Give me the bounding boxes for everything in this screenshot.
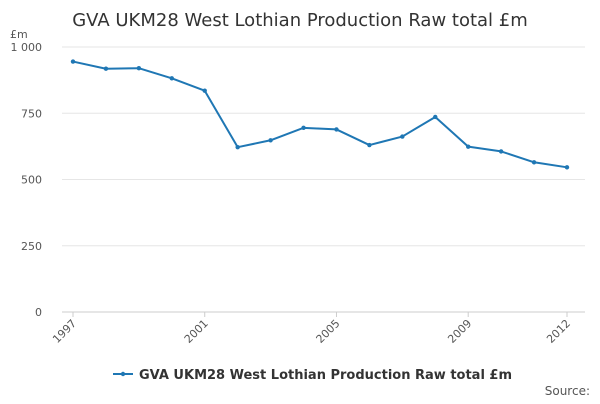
data-point[interactable] [466, 144, 471, 149]
chart-title: GVA UKM28 West Lothian Production Raw to… [72, 10, 528, 31]
y-axis-label: £m [10, 28, 28, 41]
source-label: Source: [545, 384, 590, 398]
series-layer [70, 59, 570, 170]
data-point[interactable] [367, 142, 372, 148]
legend[interactable]: GVA UKM28 West Lothian Production Raw to… [113, 368, 512, 383]
x-tick-label: 2012 [544, 317, 573, 346]
x-tick-label: 1997 [50, 317, 79, 346]
x-tick-label: 2005 [314, 317, 343, 346]
data-point[interactable] [169, 76, 174, 81]
data-point[interactable] [531, 160, 537, 165]
data-point[interactable] [301, 125, 306, 131]
data-point[interactable] [103, 66, 109, 71]
data-point[interactable] [564, 165, 570, 170]
y-axis-ticks: 0 250 500 750 1 000 [11, 41, 43, 319]
x-tick-label: 2001 [182, 317, 211, 346]
y-tick-label: 500 [21, 174, 42, 187]
y-tick-label: 0 [35, 306, 42, 319]
data-point[interactable] [202, 88, 207, 93]
gridlines [62, 46, 585, 313]
data-point[interactable] [498, 149, 504, 154]
x-axis-ticks: 1997 2001 2005 2009 2012 [50, 312, 573, 346]
legend-label: GVA UKM28 West Lothian Production Raw to… [139, 368, 512, 383]
y-tick-label: 250 [21, 240, 42, 253]
data-point[interactable] [268, 138, 273, 143]
data-point[interactable] [235, 144, 240, 150]
data-point[interactable] [433, 114, 438, 120]
series-line [72, 60, 568, 169]
x-tick-label: 2009 [445, 317, 474, 346]
y-tick-label: 1 000 [11, 41, 43, 54]
data-point[interactable] [400, 134, 405, 139]
data-point[interactable] [136, 66, 142, 71]
data-point[interactable] [70, 59, 76, 64]
y-tick-label: 750 [21, 107, 42, 120]
data-point[interactable] [334, 127, 339, 132]
legend-marker-swatch [120, 371, 126, 377]
